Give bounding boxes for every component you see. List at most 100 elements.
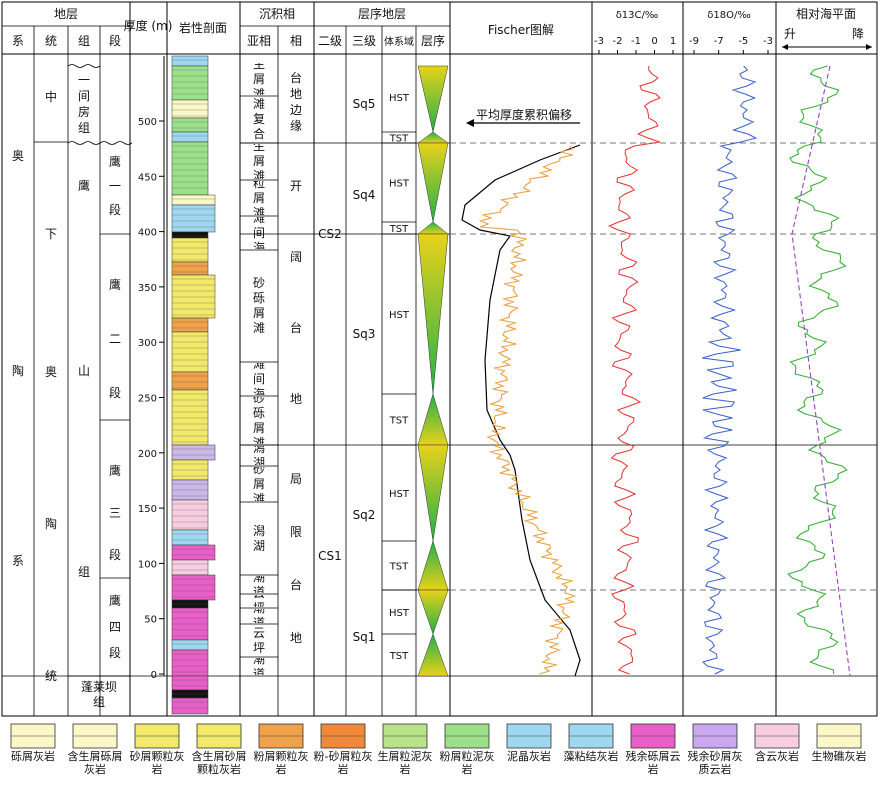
lithology-bed	[171, 371, 209, 391]
facies-column: 生屑滩礁滩复合体生屑滩粒屑滩滩间海砂砾屑滩滩间海砂砾屑滩潟湖砂屑滩潟湖潮道云坪潮…	[240, 63, 278, 675]
member-2: 鹰二段	[108, 278, 121, 400]
third-order-sq2: Sq2	[353, 508, 376, 522]
systems-tract-label: HST	[389, 179, 410, 190]
hst-triangle	[417, 65, 449, 133]
lithology-bed	[171, 55, 209, 67]
subfacies-label: 砂砾屑滩	[252, 397, 265, 444]
d18o-curve	[701, 65, 758, 675]
fischer-black-curve	[461, 144, 581, 677]
tst-triangle	[417, 633, 449, 677]
legend-item: 生物礁灰岩	[812, 723, 867, 763]
legend-item: 残余砂屑灰质云岩	[687, 723, 743, 776]
lithology-bed	[171, 544, 216, 561]
systems-tract-label: TST	[389, 134, 409, 145]
legend-label: 粉屑颗粒灰岩	[253, 750, 309, 776]
system-char-2: 陶	[12, 363, 24, 378]
formation-yingshan-3: 组	[78, 565, 90, 579]
formation-yingshan-2: 山	[78, 364, 90, 378]
lithology-bed	[171, 231, 209, 239]
third-order-sq4: Sq4	[353, 188, 376, 202]
systems-tract-header: 体系域	[384, 35, 414, 48]
tst-triangle	[417, 540, 449, 591]
lithology-bed	[171, 649, 209, 677]
lithology-bed	[171, 675, 209, 691]
member-4: 鹰四段	[108, 594, 121, 660]
lithology-bed	[171, 65, 209, 101]
lithology-header: 岩性剖面	[179, 20, 227, 35]
formation-penglaiba: 蓬莱坝组	[80, 680, 117, 709]
subfacies-label: 云坪	[252, 595, 266, 607]
third-order-sq3: Sq3	[353, 327, 376, 341]
legend-label: 残余砂屑灰质云岩	[687, 750, 743, 776]
lithology-bed	[171, 117, 209, 133]
subfacies-label: 礁滩复合体	[252, 97, 265, 141]
lithology-bed	[171, 141, 209, 196]
system-char-3: 系	[12, 554, 24, 568]
hst-triangle	[417, 444, 449, 542]
formation-yijianfang: 一间房组	[77, 73, 90, 135]
lithology-bed	[171, 529, 209, 546]
hst-triangle	[417, 589, 449, 635]
stratigraphy-header: 地层	[54, 7, 78, 21]
third-order-sq5: Sq5	[353, 97, 376, 111]
legend-item: 含生屑砾屑灰岩	[67, 723, 123, 776]
d18o-tick-label: -9	[689, 36, 699, 47]
legend-label: 生屑粒泥灰岩	[377, 750, 433, 776]
system-char-1: 奥	[12, 149, 24, 163]
systems-tract-label: HST	[389, 608, 410, 619]
unconformity-yj	[67, 141, 133, 145]
formation-header: 组	[78, 34, 90, 48]
series-lower-char-3: 陶	[45, 516, 57, 531]
fischer-label: 平均厚度累积偏移	[476, 107, 572, 122]
d18o-header: δ18O/‰	[707, 10, 751, 21]
legend-item: 含云灰岩	[754, 723, 800, 763]
legend-label: 粉-砂屑粒灰岩	[313, 750, 373, 776]
fischer-header: Fischer图解	[488, 23, 554, 37]
thickness-tick-label: 250	[138, 394, 157, 405]
strata-columns: 奥 陶 系 中 下 奥 陶 统 一间房组 鹰 山 组 蓬莱坝组 鹰一段 鹰二段	[12, 64, 133, 709]
d13c-axis: -3 -2 -1 0 1	[594, 36, 676, 55]
lithology-bed	[171, 444, 216, 461]
legend-item: 泥晶灰岩	[506, 723, 552, 763]
d13c-tick-label: 1	[670, 36, 676, 47]
tst-triangle	[417, 131, 449, 144]
subfacies-label: 滩间海	[252, 217, 265, 249]
subfacies-label: 粒屑滩	[252, 181, 265, 215]
systems-tract-label: HST	[389, 489, 410, 500]
d13c-curve	[607, 65, 661, 675]
thickness-tick-label: 350	[138, 283, 157, 294]
series-middle: 中	[45, 89, 57, 104]
legend-label: 砾屑灰岩	[11, 750, 55, 763]
legend-item: 砂屑颗粒灰岩	[129, 723, 185, 776]
lithology-bed	[171, 317, 209, 333]
legend-item: 藻粘结灰岩	[564, 723, 619, 763]
legend-label: 泥晶灰岩	[507, 750, 551, 763]
unconformity-top	[67, 64, 101, 68]
lithology-bed	[171, 194, 216, 206]
subfacies-label: 潟湖	[252, 523, 265, 553]
thickness-tick-label: 300	[138, 338, 157, 349]
lithology-bed	[171, 574, 216, 601]
legend-item: 粉-砂屑粒灰岩	[313, 723, 373, 776]
second-order-cs1: CS1	[318, 549, 342, 563]
subfacies-label: 潮道	[252, 576, 265, 593]
system-header: 系	[12, 34, 24, 48]
thickness-tick-label: 450	[138, 172, 157, 183]
lithology-bed	[171, 274, 216, 319]
systems-tract-label: HST	[389, 93, 410, 104]
thickness-tick-label: 400	[138, 228, 157, 239]
legend-item: 残余砾屑云岩	[626, 723, 681, 776]
legend-label: 含云灰岩	[755, 750, 799, 763]
thickness-tick-label: 150	[138, 504, 157, 515]
subfacies-label: 砂屑滩	[252, 467, 265, 501]
sequence-header: 层序	[421, 33, 445, 48]
d18o-tick-label: -5	[738, 36, 748, 47]
systems-tract-column: HST TST HST TST HST TST HST TST HST TST	[382, 93, 416, 662]
legend-label: 砂屑颗粒灰岩	[129, 750, 185, 776]
second-order-cs2: CS2	[318, 227, 342, 241]
formation-yingshan-1: 鹰	[78, 178, 90, 193]
d18o-tick-label: -3	[763, 36, 773, 47]
third-order-header: 三级	[352, 34, 376, 48]
legend-label: 含生屑砾屑灰岩	[67, 750, 123, 776]
